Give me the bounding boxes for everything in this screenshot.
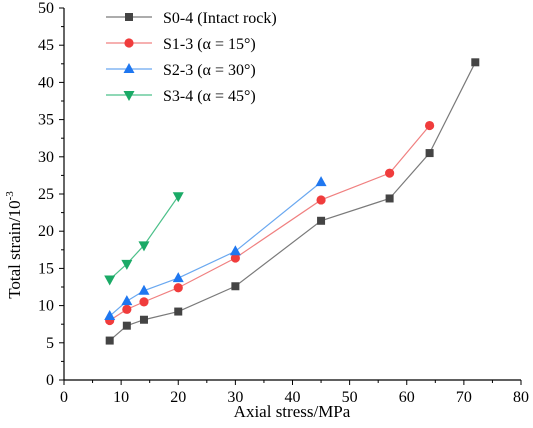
x-tick-label: 30 [227, 389, 243, 406]
x-tick-label: 70 [456, 389, 472, 406]
data-point [104, 275, 116, 286]
y-axis-title-text: Total strain/10 [5, 200, 24, 298]
y-tick-label: 5 [46, 335, 54, 352]
y-tick-label: 20 [38, 223, 54, 240]
legend-label: S2-3 (α = 30°) [163, 62, 256, 79]
legend-item: S1-3 (α = 15°) [106, 36, 256, 53]
series-0 [105, 58, 480, 345]
legend-label: S3-4 (α = 45°) [163, 88, 256, 105]
y-tick-label: 0 [46, 372, 54, 389]
x-tick-label: 20 [170, 389, 186, 406]
x-tick-label: 10 [113, 389, 129, 406]
data-point [138, 241, 150, 252]
x-tick-label: 0 [60, 389, 68, 406]
y-tick-label: 10 [38, 298, 54, 315]
x-tick-label: 50 [342, 389, 358, 406]
data-point [105, 336, 114, 345]
legend: S0-4 (Intact rock) S1-3 (α = 15°) S2-3 (α … [106, 10, 277, 105]
x-tick-label: 80 [513, 389, 529, 406]
data-point [229, 245, 241, 256]
series-3 [104, 192, 184, 286]
data-point [139, 297, 149, 307]
y-tick-label: 50 [38, 0, 54, 17]
data-point [385, 168, 395, 178]
legend-marker [123, 63, 135, 73]
data-point [172, 272, 184, 283]
data-point [316, 195, 326, 205]
y-axis-title: Total strain/10-3 [4, 191, 24, 299]
data-point [122, 304, 132, 314]
series-2 [104, 176, 327, 321]
data-point [425, 120, 435, 131]
y-axis-title-superscript: -3 [4, 191, 16, 201]
series-layer [104, 58, 480, 345]
data-point [317, 216, 326, 225]
data-point [230, 253, 240, 263]
y-tick-label: 25 [38, 186, 54, 203]
data-point [385, 194, 394, 203]
data-point [138, 284, 150, 295]
legend-marker [123, 91, 135, 101]
data-point [121, 259, 133, 270]
data-point [231, 282, 240, 291]
data-point [471, 58, 480, 67]
data-point [104, 310, 116, 321]
x-axis-title: Axial stress/MPa [234, 402, 351, 421]
x-tick-label: 60 [399, 389, 415, 406]
legend-label: S0-4 (Intact rock) [163, 10, 277, 27]
legend-label: S1-3 (α = 15°) [163, 36, 256, 53]
data-point [174, 307, 183, 316]
data-point [172, 192, 184, 203]
x-tick-label: 40 [285, 389, 301, 406]
y-tick-label: 45 [38, 37, 54, 54]
data-point [122, 321, 131, 330]
y-tick-label: 30 [38, 149, 54, 166]
axes: 0 10 20 30 40 50 60 70 80 0 5 10 15 20 25 30 35 40 45 50 [38, 0, 529, 406]
data-point [425, 149, 434, 158]
y-tick-label: 15 [38, 260, 54, 277]
legend-marker [124, 38, 134, 48]
legend-item: S0-4 (Intact rock) [106, 10, 277, 27]
series-line [109, 195, 179, 281]
data-point [315, 176, 327, 187]
legend-marker [125, 13, 133, 21]
data-point [121, 295, 133, 306]
y-tick-label: 40 [38, 74, 54, 91]
legend-item: S2-3 (α = 30°) [106, 62, 256, 79]
series-line [109, 181, 322, 317]
data-point [173, 283, 183, 293]
y-tick-label: 35 [38, 112, 54, 129]
data-point [139, 315, 148, 324]
legend-item: S3-4 (α = 45°) [106, 88, 256, 105]
